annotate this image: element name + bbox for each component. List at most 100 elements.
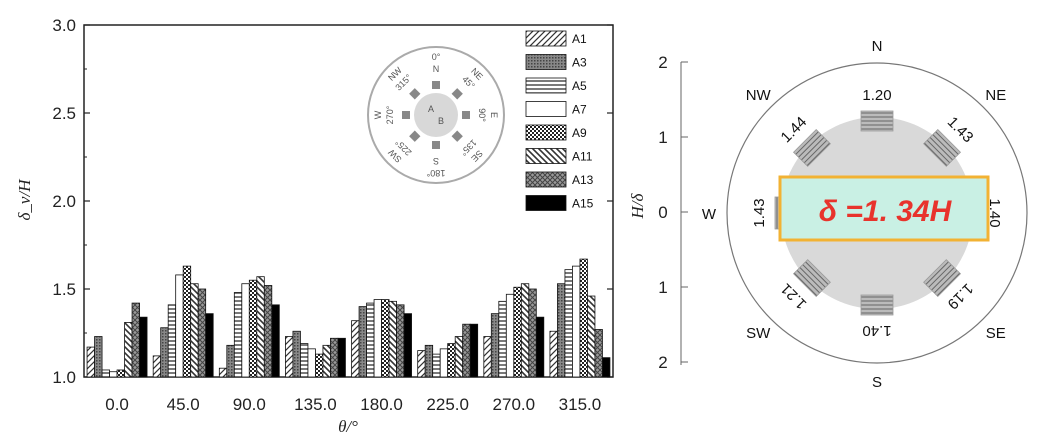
bar-a5 <box>167 304 177 378</box>
bar-a7 <box>439 348 449 378</box>
rose-direction-label: SE <box>986 325 1006 342</box>
inset-core <box>414 93 458 137</box>
legend-swatch <box>525 101 567 117</box>
rose-tick-label: 1 <box>658 128 667 147</box>
bar-a7 <box>572 265 581 378</box>
bar-a9 <box>447 343 456 378</box>
rose-direction-labels: N NE E SE S SW W NW <box>702 38 1041 391</box>
bar-a9 <box>513 286 522 378</box>
rose-pad <box>792 259 831 298</box>
bar-a3 <box>94 336 103 378</box>
bar-a15 <box>535 316 545 378</box>
x-tick-label: 45.0 <box>167 395 200 414</box>
legend-swatch <box>525 148 567 164</box>
bar-a15 <box>337 337 346 378</box>
inset-pad <box>409 130 421 142</box>
bar-a5 <box>366 302 375 378</box>
bar-a9 <box>315 353 324 378</box>
legend-swatch <box>525 77 567 94</box>
rose-direction-label: NW <box>746 87 772 104</box>
y-tick-label: 2.5 <box>52 104 76 123</box>
bar-a9 <box>116 369 125 378</box>
rose-direction-label: E <box>1040 206 1041 223</box>
bar-a1 <box>218 367 228 378</box>
bar-a5 <box>300 343 309 378</box>
legend-swatch <box>525 54 567 70</box>
x-tick-label: 135.0 <box>294 395 337 414</box>
legend-label: A13 <box>572 173 594 187</box>
bar-a9 <box>381 299 390 378</box>
bar-a7 <box>373 299 382 378</box>
rose-tick-label: 2 <box>658 353 667 372</box>
bar-a7 <box>175 274 184 378</box>
inset-ring <box>367 46 505 184</box>
x-tick-label: 90.0 <box>233 395 266 414</box>
bar-a9 <box>182 265 192 378</box>
rose-direction-label: SW <box>746 325 771 342</box>
bar-a13 <box>330 337 339 378</box>
bar-a3 <box>226 344 235 378</box>
x-tick-label: 315.0 <box>559 395 602 414</box>
bar-a5 <box>498 300 507 378</box>
bar-series <box>86 258 611 378</box>
rose-value-label: 1.40 <box>862 322 891 339</box>
legend-swatch <box>525 195 567 211</box>
inset-pad <box>432 141 440 149</box>
y-tick-label: 1.5 <box>52 280 76 299</box>
bar-a3 <box>424 344 434 378</box>
rose-value-label: 1.20 <box>862 87 891 104</box>
inset-pad <box>432 81 440 89</box>
inset-pad <box>402 111 410 119</box>
x-axis-title: θ/° <box>338 417 358 436</box>
legend-label: A11 <box>572 150 593 164</box>
bar-a7 <box>505 293 515 378</box>
rose-pad <box>792 128 831 167</box>
inset-label: S <box>433 156 439 166</box>
bar-a15 <box>469 323 479 378</box>
x-tick-label: 180.0 <box>360 395 403 414</box>
legend-label: A9 <box>572 126 587 140</box>
inset-label: N <box>433 64 440 74</box>
bar-a3 <box>358 306 367 378</box>
legend-label: A15 <box>572 197 594 211</box>
rose-pad <box>923 259 962 298</box>
bar-a15 <box>271 304 280 378</box>
bar-a15 <box>602 357 611 378</box>
inset-label: 270° <box>385 105 395 124</box>
rose-value-label: 1.40 <box>986 198 1003 227</box>
legend-label: A5 <box>572 79 587 93</box>
bar-a13 <box>263 285 273 378</box>
legend-swatch <box>525 171 567 188</box>
rose-tick-label: 2 <box>658 53 667 72</box>
bar-a11 <box>322 344 331 378</box>
bar-a3 <box>160 327 169 378</box>
bar-a7 <box>109 371 118 378</box>
bar-a7 <box>307 348 316 378</box>
y-axis-ticks: 1.0 1.5 2.0 2.5 3.0 <box>52 16 613 387</box>
bar-a1 <box>285 336 294 378</box>
y-tick-label: 3.0 <box>52 16 76 35</box>
bar-a15 <box>403 313 412 378</box>
bar-a15 <box>139 316 148 378</box>
bar-a11 <box>190 283 199 378</box>
rose-direction-label: S <box>872 374 882 391</box>
inset-pad <box>451 130 463 142</box>
rose-direction-label: N <box>872 38 883 55</box>
rose-axis-title: H/δ <box>628 192 647 219</box>
y-tick-label: 1.0 <box>52 368 76 387</box>
bar-a1 <box>483 336 492 378</box>
rose-tick-label: 0 <box>658 203 667 222</box>
bar-a1 <box>351 320 360 378</box>
rose-pad <box>860 110 894 132</box>
bar-a15 <box>205 313 214 378</box>
inset-center-a: A <box>428 104 434 114</box>
x-axis-ticks: 0.0 45.0 90.0 135.0 180.0 225.0 270.0 315.0 <box>105 371 601 414</box>
x-tick-label: 225.0 <box>426 395 469 414</box>
inset-center-b: B <box>438 116 444 126</box>
rose-direction-label: NE <box>985 87 1006 104</box>
inset-pad <box>451 88 463 100</box>
bar-a13 <box>462 323 471 378</box>
legend: A1 A3 A5 A7 A9 A11 A13 A15 <box>525 30 594 211</box>
